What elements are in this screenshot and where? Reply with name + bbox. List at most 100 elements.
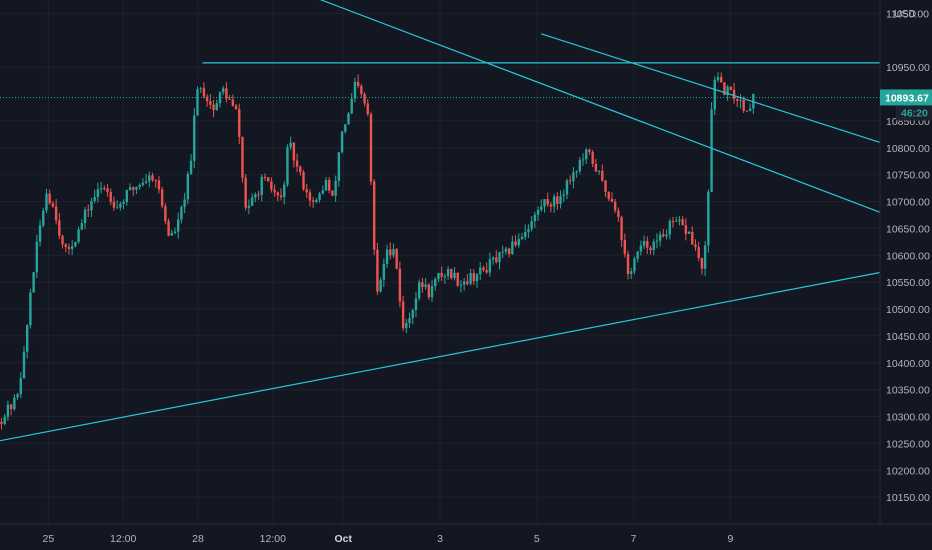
candle-body bbox=[334, 180, 337, 196]
candle-body bbox=[607, 191, 610, 199]
candle-body bbox=[491, 257, 495, 260]
candle-body bbox=[363, 93, 366, 104]
candle-body bbox=[331, 190, 334, 196]
candle-body bbox=[51, 203, 55, 207]
candle-body bbox=[109, 191, 112, 202]
candle-body bbox=[263, 176, 267, 178]
candle-body bbox=[594, 163, 598, 172]
candle-body bbox=[292, 142, 296, 161]
candle-body bbox=[710, 109, 713, 192]
candle-body bbox=[328, 179, 331, 191]
trendline[interactable] bbox=[286, 0, 881, 213]
countdown-badge: 46:20 bbox=[896, 105, 932, 121]
candle-body bbox=[462, 281, 466, 285]
candle-body bbox=[279, 195, 283, 198]
candle-body bbox=[58, 220, 61, 236]
candle-body bbox=[125, 189, 129, 202]
candle-body bbox=[29, 292, 32, 326]
candle-body bbox=[597, 170, 601, 172]
candle-body bbox=[642, 240, 646, 246]
candle-body bbox=[157, 180, 161, 190]
candle-body bbox=[305, 189, 308, 193]
candle-body bbox=[199, 88, 202, 90]
candle-body bbox=[70, 246, 74, 249]
candle-body bbox=[324, 179, 328, 191]
countdown-value: 46:20 bbox=[901, 107, 928, 119]
candle-body bbox=[183, 199, 186, 208]
candle-body bbox=[344, 124, 347, 132]
candle-body bbox=[495, 257, 498, 263]
candle-body bbox=[115, 207, 119, 209]
candle-body bbox=[42, 210, 45, 226]
candle-body bbox=[572, 172, 575, 182]
candle-body bbox=[434, 279, 437, 287]
candle-body bbox=[385, 249, 389, 265]
candle-body bbox=[286, 147, 289, 185]
candle-body bbox=[112, 201, 116, 208]
candle-body bbox=[626, 253, 630, 274]
candle-body bbox=[234, 105, 238, 110]
candle-body bbox=[13, 397, 16, 410]
candle-body bbox=[77, 229, 80, 242]
candle-body bbox=[205, 96, 209, 102]
price-tick-label: 10700.00 bbox=[886, 197, 930, 209]
candle-body bbox=[106, 188, 109, 192]
candle-body bbox=[742, 99, 745, 111]
candle-body bbox=[340, 131, 344, 153]
trendline[interactable] bbox=[0, 271, 881, 442]
time-tick-label: 12:00 bbox=[260, 533, 286, 545]
candle-body bbox=[99, 188, 103, 190]
time-axis[interactable]: 25 12:00 28 12:00 Oct 3 5 7 9 bbox=[0, 523, 932, 550]
candle-body bbox=[356, 81, 360, 87]
candle-body bbox=[231, 99, 235, 106]
candle-body bbox=[186, 173, 190, 200]
candle-body bbox=[748, 108, 752, 111]
candle-body bbox=[87, 209, 90, 211]
candle-body bbox=[196, 89, 199, 116]
candle-body bbox=[427, 284, 431, 298]
candle-body bbox=[241, 136, 244, 178]
price-tick-label: 10600.00 bbox=[886, 250, 930, 262]
candle-body bbox=[379, 279, 382, 292]
candle-body bbox=[678, 219, 681, 221]
candle-body bbox=[6, 404, 10, 417]
candle-body bbox=[450, 269, 453, 279]
candle-body bbox=[299, 166, 302, 173]
candle-body bbox=[610, 198, 614, 202]
candle-body bbox=[533, 214, 537, 222]
candle-body bbox=[238, 109, 241, 137]
candle-body bbox=[417, 282, 421, 299]
trendline[interactable] bbox=[541, 33, 881, 143]
candle-body bbox=[700, 257, 704, 269]
candle-body bbox=[90, 200, 93, 211]
price-axis[interactable]: 11050.0010950.0010850.0010800.0010750.00… bbox=[879, 0, 932, 524]
candle-body bbox=[581, 159, 585, 161]
candle-body bbox=[424, 284, 427, 288]
candle-body bbox=[315, 199, 318, 202]
candle-body bbox=[713, 79, 716, 110]
candle-body bbox=[132, 187, 135, 190]
trendlines[interactable] bbox=[0, 0, 881, 442]
candle-body bbox=[530, 221, 533, 230]
candle-body bbox=[707, 191, 710, 246]
candle-body bbox=[128, 187, 132, 190]
time-tick-label: 3 bbox=[437, 533, 443, 545]
candle-body bbox=[221, 88, 225, 93]
candle-body bbox=[209, 101, 212, 105]
candle-body bbox=[527, 229, 530, 233]
candle-body bbox=[273, 189, 276, 193]
candle-body bbox=[562, 194, 565, 196]
candle-body bbox=[630, 271, 633, 274]
candle-body bbox=[369, 114, 373, 182]
candle-body bbox=[257, 194, 260, 196]
candle-body bbox=[67, 247, 71, 249]
candle-body bbox=[536, 209, 540, 215]
time-tick-label: 7 bbox=[631, 533, 637, 545]
candle-body bbox=[556, 196, 559, 204]
candle-body bbox=[520, 236, 524, 240]
price-tick-label: 10300.00 bbox=[886, 412, 930, 424]
price-tick-label: 10500.00 bbox=[886, 304, 930, 316]
candle-body bbox=[38, 225, 42, 242]
candle-body bbox=[225, 88, 228, 99]
